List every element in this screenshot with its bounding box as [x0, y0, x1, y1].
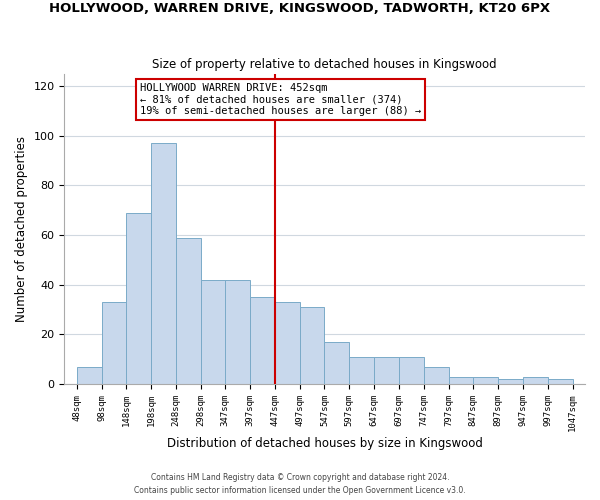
- Bar: [176, 238, 201, 384]
- Bar: [275, 302, 299, 384]
- Bar: [449, 376, 473, 384]
- Bar: [127, 212, 151, 384]
- Bar: [101, 302, 127, 384]
- Bar: [349, 357, 374, 384]
- Bar: [325, 342, 349, 384]
- Bar: [299, 307, 325, 384]
- Title: Size of property relative to detached houses in Kingswood: Size of property relative to detached ho…: [152, 58, 497, 71]
- Bar: [151, 143, 176, 384]
- Y-axis label: Number of detached properties: Number of detached properties: [15, 136, 28, 322]
- Text: Contains HM Land Registry data © Crown copyright and database right 2024.
Contai: Contains HM Land Registry data © Crown c…: [134, 474, 466, 495]
- Bar: [548, 379, 572, 384]
- Bar: [374, 357, 399, 384]
- Bar: [523, 376, 548, 384]
- Bar: [498, 379, 523, 384]
- Text: HOLLYWOOD WARREN DRIVE: 452sqm
← 81% of detached houses are smaller (374)
19% of: HOLLYWOOD WARREN DRIVE: 452sqm ← 81% of …: [140, 83, 421, 116]
- Bar: [250, 297, 275, 384]
- Bar: [201, 280, 226, 384]
- Bar: [424, 366, 449, 384]
- Bar: [77, 366, 101, 384]
- Bar: [225, 280, 250, 384]
- Bar: [473, 376, 498, 384]
- Bar: [399, 357, 424, 384]
- X-axis label: Distribution of detached houses by size in Kingswood: Distribution of detached houses by size …: [167, 437, 482, 450]
- Text: HOLLYWOOD, WARREN DRIVE, KINGSWOOD, TADWORTH, KT20 6PX: HOLLYWOOD, WARREN DRIVE, KINGSWOOD, TADW…: [49, 2, 551, 16]
